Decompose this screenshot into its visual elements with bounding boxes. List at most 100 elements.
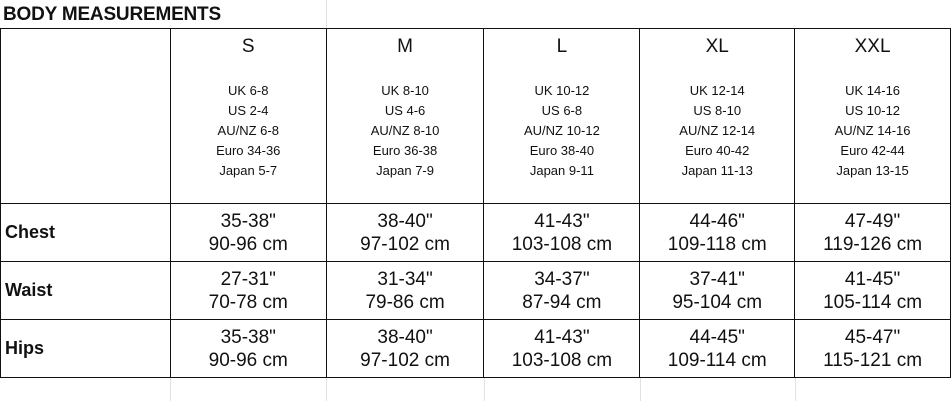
- measurement-cell: 44-46" 109-118 cm: [639, 203, 796, 262]
- inches-value: 45-47": [844, 326, 901, 348]
- size-chart-table: S UK 6-8 US 2-4 AU/NZ 6-8 Euro 34-36 Japan 5-…: [0, 28, 951, 378]
- size-label: M: [397, 36, 413, 57]
- size-conversion: Euro 34-36: [216, 143, 281, 158]
- size-label: S: [241, 36, 255, 57]
- size-label: XL: [705, 36, 729, 57]
- size-conversion: UK 8-10: [381, 83, 429, 98]
- size-conversion: AU/NZ 10-12: [523, 123, 600, 138]
- inches-value: 37-41": [689, 268, 745, 290]
- size-header-xl: XL UK 12-14 US 8-10 AU/NZ 12-14 Euro 40-42 Ja…: [639, 28, 796, 204]
- size-conversion: AU/NZ 14-16: [834, 123, 911, 138]
- size-conversion: AU/NZ 8-10: [370, 123, 440, 138]
- size-conversion: UK 6-8: [228, 83, 269, 98]
- size-conversion: Euro 40-42: [685, 143, 750, 158]
- gridline: [170, 378, 171, 401]
- size-conversions: UK 14-16 US 10-12 AU/NZ 14-16 Euro 42-44 Jap…: [795, 81, 950, 181]
- cm-value: 87-94 cm: [522, 291, 602, 313]
- cm-value: 109-118 cm: [667, 233, 767, 255]
- size-header-xxl: XXL UK 14-16 US 10-12 AU/NZ 14-16 Euro 42-44…: [794, 28, 951, 204]
- inches-value: 31-34": [377, 268, 433, 290]
- table-title: BODY MEASUREMENTS: [3, 4, 221, 25]
- cm-value: 97-102 cm: [360, 233, 450, 255]
- inches-value: 27-31": [220, 268, 276, 290]
- inches-value: 41-43": [534, 326, 590, 348]
- measurement-cell: 37-41" 95-104 cm: [639, 261, 796, 320]
- measurement-cell: 35-38" 90-96 cm: [169, 319, 327, 378]
- row-label: Waist: [0, 261, 171, 320]
- size-conversion: UK 10-12: [534, 83, 590, 98]
- size-conversion: Euro 42-44: [840, 143, 905, 158]
- inches-value: 44-46": [689, 210, 745, 232]
- gridline: [484, 378, 485, 401]
- cm-value: 105-114 cm: [823, 291, 923, 313]
- measurement-cell: 35-38" 90-96 cm: [169, 203, 327, 262]
- measurement-cell: 45-47" 115-121 cm: [794, 319, 951, 378]
- row-chest: Chest 35-38" 90-96 cm 38-40" 97-102 cm 41-43"…: [0, 203, 951, 262]
- cm-value: 95-104 cm: [672, 291, 763, 313]
- size-header-l: L UK 10-12 US 6-8 AU/NZ 10-12 Euro 38-40 Japa…: [483, 28, 641, 204]
- size-label: XXL: [854, 36, 891, 57]
- inches-value: 38-40": [377, 326, 433, 348]
- measurement-cell: 38-40" 97-102 cm: [325, 319, 485, 378]
- size-conversion: UK 14-16: [845, 83, 901, 98]
- inches-value: 41-43": [534, 210, 590, 232]
- size-conversion: Euro 36-38: [372, 143, 438, 158]
- size-conversions: UK 8-10 US 4-6 AU/NZ 8-10 Euro 36-38 Japan 7…: [327, 81, 484, 181]
- size-conversion: US 4-6: [384, 103, 426, 118]
- size-conversion: Euro 38-40: [529, 143, 595, 158]
- cm-value: 90-96 cm: [208, 349, 288, 371]
- measurement-cell: 34-37" 87-94 cm: [483, 261, 641, 320]
- gridline: [795, 378, 796, 401]
- size-conversion: UK 12-14: [689, 83, 745, 98]
- measurement-cell: 47-49" 119-126 cm: [794, 203, 951, 262]
- size-conversion: AU/NZ 6-8: [217, 123, 279, 138]
- size-conversion: Japan 11-13: [681, 163, 753, 178]
- size-conversion: US 8-10: [693, 103, 742, 118]
- inches-value: 34-37": [534, 268, 590, 290]
- size-conversions: UK 6-8 US 2-4 AU/NZ 6-8 Euro 34-36 Japan 5-7: [171, 81, 326, 181]
- measurement-cell: 31-34" 79-86 cm: [325, 261, 485, 320]
- inches-value: 44-45": [689, 326, 745, 348]
- gridline: [326, 378, 327, 401]
- size-conversion: Japan 7-9: [376, 163, 434, 178]
- size-conversion: US 6-8: [541, 103, 583, 118]
- cm-value: 97-102 cm: [360, 349, 450, 371]
- cm-value: 119-126 cm: [823, 233, 923, 255]
- measurement-cell: 27-31" 70-78 cm: [169, 261, 327, 320]
- cm-value: 103-108 cm: [511, 233, 613, 255]
- size-conversion: AU/NZ 12-14: [679, 123, 756, 138]
- cm-value: 90-96 cm: [208, 233, 288, 255]
- measurement-cell: 41-43" 103-108 cm: [483, 319, 641, 378]
- measurement-cell: 38-40" 97-102 cm: [325, 203, 485, 262]
- inches-value: 41-45": [844, 268, 901, 290]
- measurement-cell: 44-45" 109-114 cm: [639, 319, 796, 378]
- corner-cell: [0, 28, 171, 204]
- inches-value: 35-38": [220, 210, 276, 232]
- row-label: Chest: [0, 203, 171, 262]
- inches-value: 47-49": [844, 210, 901, 232]
- gridline: [326, 0, 327, 28]
- size-label: L: [556, 36, 568, 57]
- inches-value: 35-38": [220, 326, 276, 348]
- size-conversions: UK 12-14 US 8-10 AU/NZ 12-14 Euro 40-42 Japa…: [640, 81, 794, 181]
- header-row: S UK 6-8 US 2-4 AU/NZ 6-8 Euro 34-36 Japan 5-…: [0, 28, 951, 204]
- size-conversion: Japan 9-11: [529, 163, 594, 178]
- inches-value: 38-40": [377, 210, 433, 232]
- size-conversion: US 10-12: [845, 103, 901, 118]
- cm-value: 115-121 cm: [823, 349, 923, 371]
- gridline: [640, 378, 641, 401]
- row-label: Hips: [0, 319, 171, 378]
- measurement-cell: 41-43" 103-108 cm: [483, 203, 641, 262]
- size-header-s: S UK 6-8 US 2-4 AU/NZ 6-8 Euro 34-36 Japan 5-…: [169, 28, 327, 204]
- size-conversion: Japan 5-7: [219, 163, 278, 178]
- cm-value: 79-86 cm: [365, 291, 445, 313]
- cm-value: 109-114 cm: [667, 349, 767, 371]
- measurement-cell: 41-45" 105-114 cm: [794, 261, 951, 320]
- cm-value: 103-108 cm: [511, 349, 613, 371]
- size-conversion: US 2-4: [228, 103, 269, 118]
- row-waist: Waist 27-31" 70-78 cm 31-34" 79-86 cm 34-37" 8…: [0, 261, 951, 320]
- size-header-m: M UK 8-10 US 4-6 AU/NZ 8-10 Euro 36-38 Japan …: [325, 28, 485, 204]
- size-conversions: UK 10-12 US 6-8 AU/NZ 10-12 Euro 38-40 Japan…: [484, 81, 639, 181]
- row-hips: Hips 35-38" 90-96 cm 38-40" 97-102 cm 41-43" 1…: [0, 319, 951, 378]
- size-conversion: Japan 13-15: [836, 163, 909, 178]
